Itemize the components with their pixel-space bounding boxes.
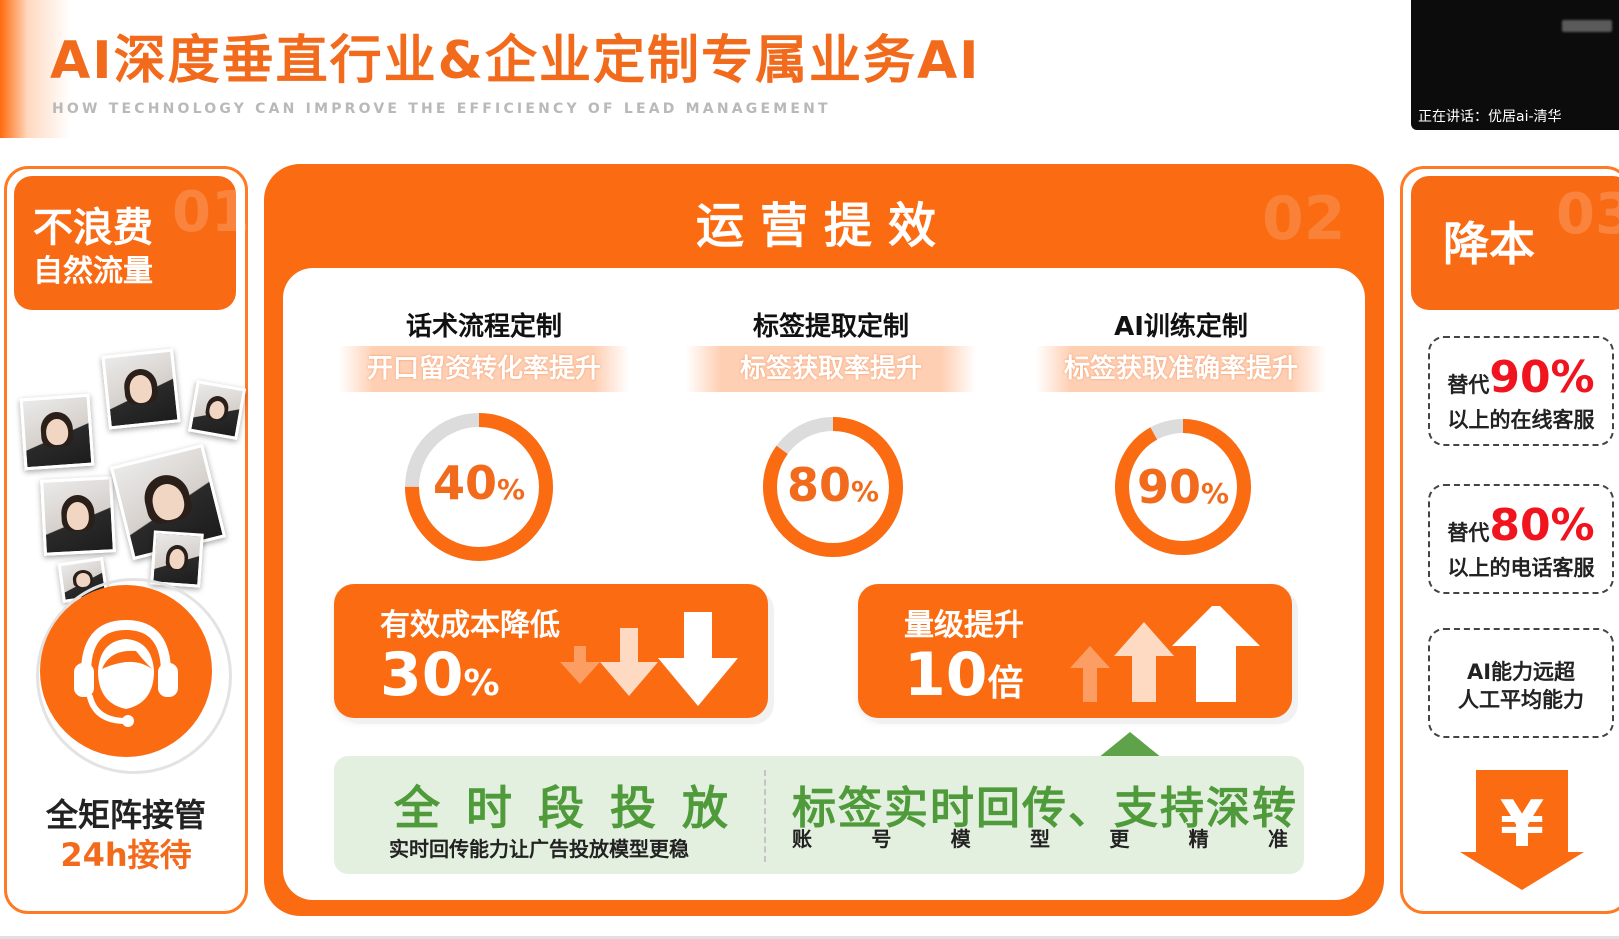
headset-agent-icon [74,619,178,727]
page-title: AI深度垂直行业&企业定制专属业务AI [50,31,981,91]
left-footer-line1: 全矩阵接管 [45,796,206,834]
donut-chart [1115,419,1251,555]
donut-chart [405,413,553,561]
right-box-line1: 替代90% [1447,352,1595,403]
green-strip [334,756,1304,874]
green-left-subtitle: 实时回传能力让广告投放模型更稳 [389,837,689,861]
card-value: 30% [380,640,500,710]
photo-avatar [40,476,116,556]
photo-avatar [187,380,247,440]
photo-avatar [150,530,204,588]
yen-symbol: ¥ [1500,788,1545,862]
column-title: 话术流程定制 [405,312,562,342]
right-stat-box [1428,628,1614,738]
right-panel-number: 03 [1556,182,1619,247]
left-heading-line2: 自然流量 [33,254,153,289]
donut-value: 80% [786,458,880,512]
donut-value: 90% [1136,460,1230,514]
bottom-divider [0,936,1619,939]
donut-value: 40% [432,456,526,510]
left-heading-line1: 不浪费 [33,205,153,251]
card-title: 有效成本降低 [380,608,560,643]
right-box-line2: 人工平均能力 [1458,688,1584,712]
card-value: 10倍 [904,640,1024,710]
right-stat-box [1428,484,1614,594]
column-band: 标签获取率提升 [686,346,976,392]
middle-panel-title: 运营提效 [695,198,952,254]
triangle-pointer-icon [1098,732,1162,758]
green-left-title: 全时段投放 [394,781,754,835]
green-right-subtitle: 账 号 模 型 更 精 准 [792,827,1288,851]
green-right-title: 标签实时回传、支持深转 [792,783,1298,834]
right-box-line2: 以上的电话客服 [1447,556,1595,580]
right-heading: 降本 [1443,217,1535,271]
right-stat-box [1428,336,1614,446]
donut-chart [763,417,903,557]
right-box-line1: 替代80% [1447,500,1595,551]
photo-avatar [19,393,95,471]
blurred-participant-name [1562,20,1612,32]
column-band: 开口留资转化率提升 [339,346,629,392]
left-panel-number: 01 [172,180,250,245]
arrow-down-icon [560,612,738,706]
yen-down-arrow-icon: ¥ [1460,770,1584,890]
column-title: 标签提取定制 [752,312,909,342]
right-box-line2: 以上的在线客服 [1447,408,1595,432]
photo-avatar [101,348,181,430]
page-subtitle: HOW TECHNOLOGY CAN IMPROVE THE EFFICIENC… [52,101,831,117]
left-panel-header [14,176,236,310]
arrow-up-icon [1070,606,1260,702]
header-band [0,0,1380,138]
column-title: AI训练定制 [1114,312,1248,342]
middle-panel-number: 02 [1262,184,1346,254]
right-box-line1: AI能力远超 [1466,660,1576,684]
column-band: 标签获取准确率提升 [1036,346,1326,392]
right-panel-header [1411,176,1619,310]
card-title: 量级提升 [904,608,1024,643]
speaker-caption: 正在讲话：优居ai-清华 [1418,109,1562,125]
green-strip-divider [764,770,766,862]
agent-icon-ring [36,578,232,774]
left-footer-line2: 24h接待 [60,836,192,874]
